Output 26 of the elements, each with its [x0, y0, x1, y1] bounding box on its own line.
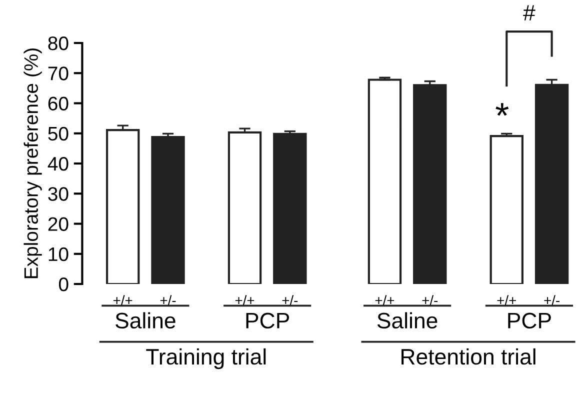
x-tick-label: +/+	[235, 295, 254, 306]
y-tick-label: 20	[48, 217, 68, 231]
y-tick-label: 60	[48, 96, 68, 110]
text: Saline	[377, 312, 438, 329]
text: PCP	[508, 312, 551, 329]
x-tick-label: +/-	[282, 295, 298, 306]
y-tick-label: 40	[48, 156, 68, 171]
y-tick-label: 0	[58, 277, 68, 292]
x-tick-label: +/-	[422, 295, 438, 306]
y-tick-label: 80	[48, 36, 68, 50]
text: Saline	[116, 312, 176, 329]
annotation: *	[496, 103, 509, 116]
x-tick-label: +/+	[375, 295, 394, 306]
text: Retention trial	[402, 348, 536, 365]
y-tick-label: 10	[48, 247, 68, 262]
y-axis-title: Exploratory preference (%)	[24, 48, 42, 278]
y-tick-label: 30	[48, 187, 68, 201]
x-tick-label: +/-	[544, 295, 560, 306]
text: PCP	[246, 312, 290, 329]
text: #	[523, 5, 536, 20]
y-tick-label: 70	[48, 66, 68, 80]
x-tick-label: +/+	[497, 295, 516, 306]
text: Training trial	[146, 348, 266, 370]
x-tick-label: +/-	[160, 295, 176, 306]
y-tick-label: 50	[48, 126, 68, 141]
x-tick-label: +/+	[113, 295, 132, 306]
